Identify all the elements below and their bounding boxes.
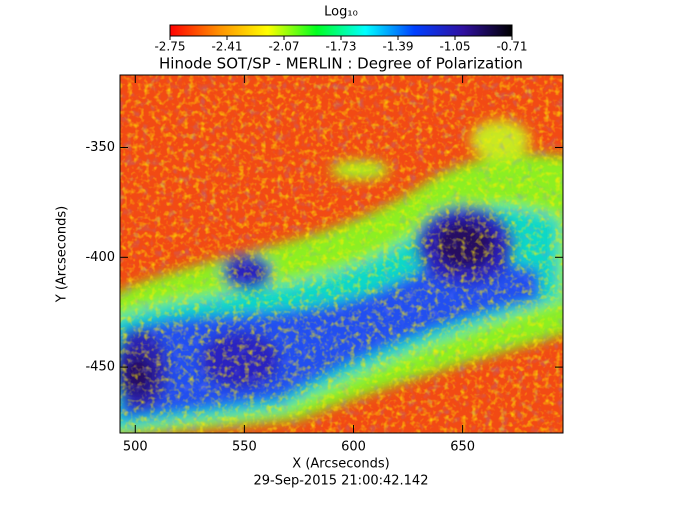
y-tick-label: -400 (85, 250, 115, 265)
colorbar-tick-label: -1.39 (382, 40, 413, 54)
colorbar-tick-label: -2.07 (268, 40, 299, 54)
colorbar-tick-label: -1.73 (325, 40, 356, 54)
x-tick-label: 600 (341, 440, 366, 455)
colorbar (169, 24, 513, 37)
x-tick-label: 650 (450, 440, 475, 455)
polarization-image (120, 75, 563, 433)
colorbar-tick-label: -2.41 (211, 40, 242, 54)
y-axis-label: Y (Arcseconds) (55, 206, 70, 303)
y-tick-label: -450 (85, 360, 115, 375)
timestamp: 29-Sep-2015 21:00:42.142 (254, 474, 429, 489)
colorbar-tick-label: -2.75 (154, 40, 185, 54)
x-tick-label: 500 (123, 440, 148, 455)
plot-frame (119, 74, 564, 434)
colorbar-title: Log₁₀ (324, 5, 358, 20)
colorbar-tick-label: -1.05 (439, 40, 470, 54)
y-tick-label: -350 (85, 140, 115, 155)
colorbar-tick-label: -0.71 (496, 40, 527, 54)
x-axis-label: X (Arcseconds) (292, 457, 389, 472)
chart-title: Hinode SOT/SP - MERLIN : Degree of Polar… (159, 55, 523, 73)
x-tick-label: 550 (232, 440, 257, 455)
